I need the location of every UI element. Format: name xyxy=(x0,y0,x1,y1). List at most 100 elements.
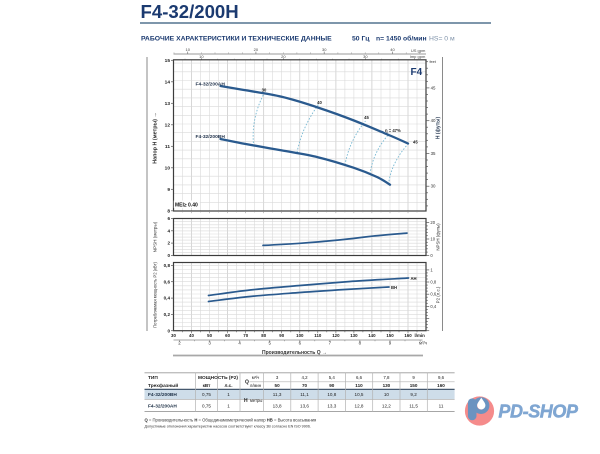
svg-text:14: 14 xyxy=(165,79,171,85)
svg-text:100: 100 xyxy=(296,333,304,338)
svg-text:м³/ч: м³/ч xyxy=(252,375,260,380)
svg-text:1: 1 xyxy=(227,392,230,397)
svg-text:1: 1 xyxy=(430,267,433,272)
svg-text:12,8: 12,8 xyxy=(355,403,364,408)
svg-text:l/min: l/min xyxy=(415,333,426,338)
svg-text:feet: feet xyxy=(430,60,437,64)
svg-text:13,6: 13,6 xyxy=(300,403,309,408)
svg-text:F4: F4 xyxy=(411,67,423,78)
svg-text:10: 10 xyxy=(185,47,190,52)
svg-text:150: 150 xyxy=(410,383,418,388)
svg-text:13,8: 13,8 xyxy=(273,403,282,408)
svg-text:7: 7 xyxy=(329,341,332,346)
svg-text:20: 20 xyxy=(254,47,259,52)
svg-text:60: 60 xyxy=(225,333,230,338)
svg-text:US gpm: US gpm xyxy=(411,48,426,53)
svg-text:10: 10 xyxy=(430,237,435,242)
svg-text:20: 20 xyxy=(281,54,286,59)
svg-text:40: 40 xyxy=(431,118,436,123)
svg-text:160: 160 xyxy=(404,333,412,338)
svg-text:0: 0 xyxy=(430,253,433,258)
svg-text:NPSH (метры): NPSH (метры) xyxy=(153,221,158,252)
svg-text:метры: метры xyxy=(250,398,262,403)
svg-text:η = 47%: η = 47% xyxy=(385,128,401,133)
svg-text:0,4: 0,4 xyxy=(430,304,436,309)
svg-text:160: 160 xyxy=(437,383,445,388)
svg-text:150: 150 xyxy=(386,333,394,338)
svg-text:4,2: 4,2 xyxy=(301,375,308,380)
svg-text:Потребляемая мощность P2 (кВт): Потребляемая мощность P2 (кВт) xyxy=(153,261,158,327)
svg-text:5,4: 5,4 xyxy=(329,375,336,380)
svg-text:F4-32/200H: F4-32/200H xyxy=(141,1,239,22)
svg-text:110: 110 xyxy=(355,383,363,388)
svg-text:70: 70 xyxy=(302,383,308,388)
svg-text:10,5: 10,5 xyxy=(355,392,364,397)
svg-text:4: 4 xyxy=(238,341,241,346)
svg-text:50: 50 xyxy=(275,383,281,388)
svg-text:0,4: 0,4 xyxy=(164,296,171,301)
svg-text:8: 8 xyxy=(167,208,170,214)
svg-text:Допустимые отклонения характер: Допустимые отклонения характеристик насо… xyxy=(145,425,311,429)
svg-text:10: 10 xyxy=(165,165,171,171)
svg-text:90: 90 xyxy=(279,333,284,338)
svg-text:6: 6 xyxy=(299,341,302,346)
svg-text:0,8: 0,8 xyxy=(164,263,171,268)
svg-text:11,5: 11,5 xyxy=(409,403,418,408)
svg-text:11: 11 xyxy=(439,403,444,408)
svg-text:n= 1450 об/мин: n= 1450 об/мин xyxy=(376,35,427,43)
svg-text:9,6: 9,6 xyxy=(438,375,445,380)
svg-text:F4-32/200BH: F4-32/200BH xyxy=(196,134,226,140)
svg-text:12: 12 xyxy=(165,122,171,128)
svg-text:Imp gpm: Imp gpm xyxy=(410,54,426,59)
svg-text:15: 15 xyxy=(165,58,171,64)
svg-text:0,2: 0,2 xyxy=(164,312,171,317)
svg-text:6: 6 xyxy=(167,216,170,221)
svg-text:0: 0 xyxy=(167,328,170,333)
svg-text:AH: AH xyxy=(411,276,417,281)
svg-text:Напор H (метры) →: Напор H (метры) → xyxy=(153,112,159,164)
svg-text:130: 130 xyxy=(350,333,358,338)
svg-text:9: 9 xyxy=(412,375,415,380)
svg-text:л/мин: л/мин xyxy=(250,383,262,388)
svg-text:50: 50 xyxy=(207,333,212,338)
svg-text:40: 40 xyxy=(189,333,194,338)
svg-text:0,6: 0,6 xyxy=(430,292,436,297)
svg-text:9: 9 xyxy=(167,187,170,193)
svg-text:45: 45 xyxy=(413,140,418,145)
svg-text:MEI≥ 0.40: MEI≥ 0.40 xyxy=(175,203,198,209)
svg-text:8: 8 xyxy=(359,341,362,346)
svg-text:H (футы): H (футы) xyxy=(435,117,442,140)
svg-text:0,6: 0,6 xyxy=(164,279,171,284)
svg-text:0,75: 0,75 xyxy=(202,392,211,397)
svg-text:F4-32/200AH: F4-32/200AH xyxy=(148,403,177,409)
svg-text:10: 10 xyxy=(384,392,390,397)
svg-text:30: 30 xyxy=(363,54,368,59)
svg-text:9: 9 xyxy=(389,341,392,346)
svg-text:120: 120 xyxy=(332,333,340,338)
svg-text:9,2: 9,2 xyxy=(410,392,417,397)
svg-text:13,3: 13,3 xyxy=(327,403,336,408)
svg-text:P2 (л.с.): P2 (л.с.) xyxy=(436,286,441,303)
svg-text:NPSH (футы): NPSH (футы) xyxy=(436,223,441,251)
svg-text:0,75: 0,75 xyxy=(202,403,211,408)
svg-text:130: 130 xyxy=(383,383,391,388)
svg-text:40: 40 xyxy=(317,100,322,105)
svg-text:20: 20 xyxy=(430,220,435,225)
svg-text:2: 2 xyxy=(178,341,181,346)
svg-text:40: 40 xyxy=(390,47,395,52)
svg-text:140: 140 xyxy=(368,333,376,338)
svg-text:30: 30 xyxy=(431,184,436,189)
svg-text:ТИП: ТИП xyxy=(148,375,158,381)
svg-text:80: 80 xyxy=(261,333,266,338)
svg-text:F4-32/200BH: F4-32/200BH xyxy=(148,392,177,398)
svg-text:Производительность Q →: Производительность Q → xyxy=(262,350,327,356)
svg-text:90: 90 xyxy=(329,383,335,388)
svg-text:7,8: 7,8 xyxy=(383,375,390,380)
svg-text:30: 30 xyxy=(322,47,327,52)
svg-text:л.с.: л.с. xyxy=(224,383,232,388)
svg-text:PD-SHOP: PD-SHOP xyxy=(498,402,579,422)
svg-text:6,6: 6,6 xyxy=(356,375,363,380)
svg-text:5: 5 xyxy=(268,341,271,346)
svg-text:12,2: 12,2 xyxy=(382,403,391,408)
svg-text:BH: BH xyxy=(391,285,397,290)
